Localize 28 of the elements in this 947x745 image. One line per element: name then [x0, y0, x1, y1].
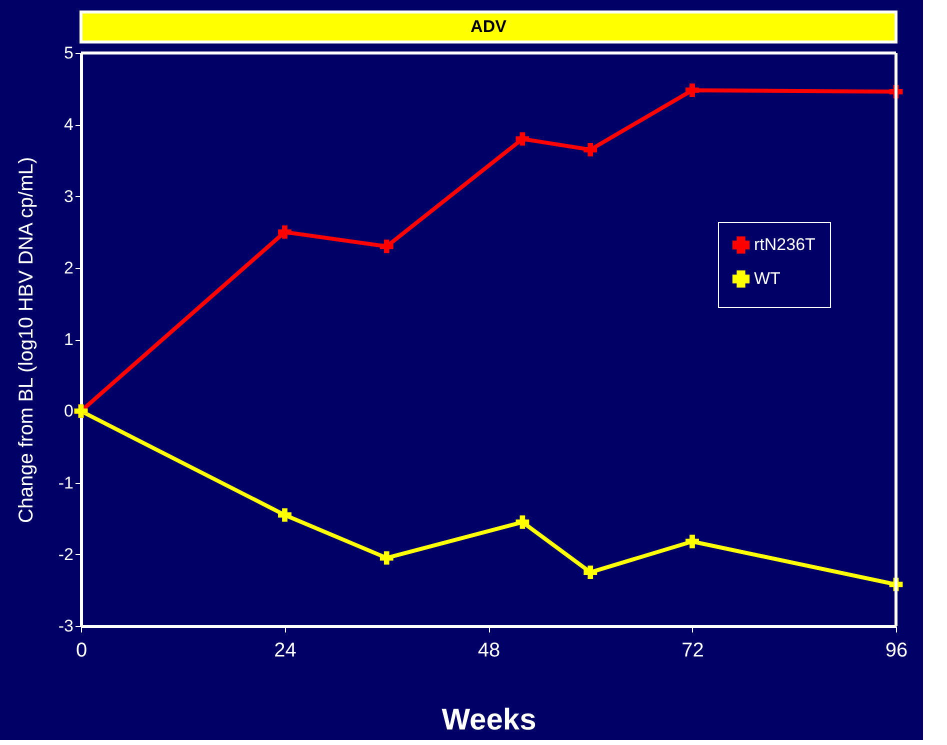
- x-tick-label: 96: [885, 640, 908, 662]
- point: [278, 508, 292, 522]
- y-tick-label: 0: [64, 402, 74, 421]
- y-tick-label: 1: [64, 330, 74, 349]
- x-tick-label: 24: [274, 640, 296, 662]
- y-axis-title: Change from BL (log10 HBV DNA cp/mL): [15, 156, 38, 524]
- y-tick-label: 3: [64, 186, 74, 206]
- point: [584, 142, 598, 156]
- x-tick-label: 48: [478, 640, 500, 662]
- x-axis-title: Weeks: [442, 704, 536, 736]
- point: [516, 515, 530, 529]
- point: [278, 225, 292, 239]
- y-tick-label: 2: [64, 258, 74, 278]
- legend-label: WT: [754, 269, 780, 288]
- y-tick-label: -3: [58, 616, 74, 636]
- y-tick-label: 4: [64, 115, 74, 134]
- point: [686, 84, 699, 97]
- legend-label: rtN236T: [754, 235, 816, 254]
- y-tick-label: -1: [58, 473, 74, 492]
- y-tick-label: 5: [64, 44, 74, 62]
- y-tick-label: -2: [58, 544, 74, 564]
- x-tick-label: 72: [682, 640, 704, 662]
- point: [516, 132, 530, 146]
- point: [686, 534, 699, 548]
- point: [380, 551, 394, 565]
- chart-title: ADV: [470, 17, 508, 36]
- point: [584, 566, 598, 579]
- point: [380, 240, 394, 254]
